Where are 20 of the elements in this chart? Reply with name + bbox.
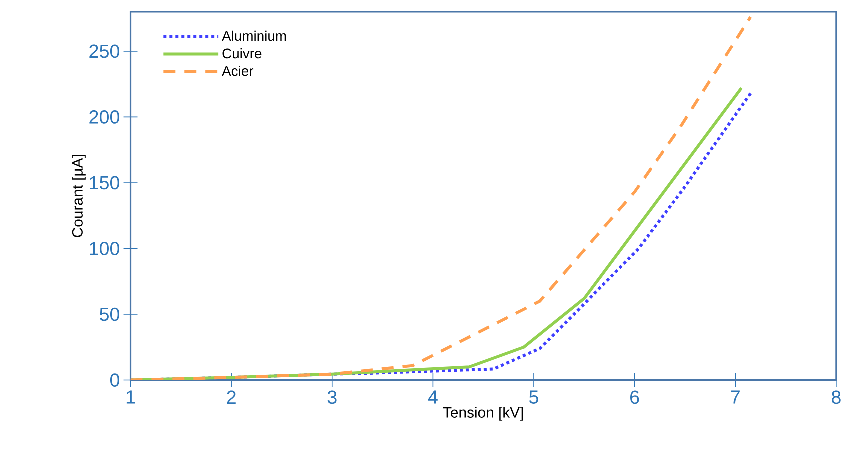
x-axis-title: Tension [kV] [443,406,524,421]
y-tick-label: 100 [90,242,120,256]
x-tick-label: 8 [832,390,841,404]
legend-label: Cuivre [222,48,262,59]
y-tick-label: 50 [100,308,120,322]
x-tick-label: 4 [428,390,438,404]
y-tick-label: 200 [90,110,120,124]
x-tick-label: 1 [126,390,136,404]
legend-label: Acier [222,66,254,76]
y-tick-label: 150 [90,176,120,190]
y-tick-label: 0 [110,374,120,387]
x-tick-label: 3 [328,390,337,404]
y-axis-title: Courant [µA] [72,155,86,238]
x-tick-label: 2 [227,390,236,404]
x-tick-label: 7 [731,390,740,404]
x-tick-label: 5 [529,390,538,404]
y-tick-label: 250 [90,44,120,58]
x-tick-label: 6 [630,390,640,404]
line-series [130,16,752,380]
legend-label: Aluminium [222,30,286,42]
